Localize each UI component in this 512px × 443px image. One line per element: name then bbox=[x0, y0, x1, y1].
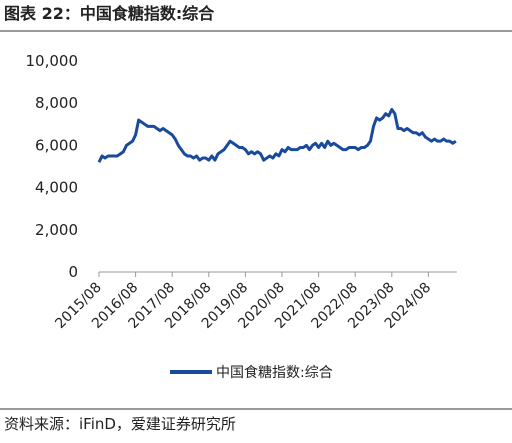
source-note: 资料来源：iFinD，爱建证券研究所 bbox=[4, 415, 236, 433]
y-tick-label: 10,000 bbox=[26, 52, 79, 70]
y-tick-label: 2,000 bbox=[35, 221, 78, 239]
y-tick-label: 0 bbox=[68, 263, 78, 281]
y-tick-label: 6,000 bbox=[35, 136, 78, 154]
data-line bbox=[97, 108, 457, 163]
chart-title: 图表 22：中国食糖指数:综合 bbox=[4, 4, 215, 23]
y-tick-label: 8,000 bbox=[35, 94, 78, 112]
legend-label: 中国食糖指数:综合 bbox=[216, 364, 333, 381]
y-tick-label: 4,000 bbox=[35, 179, 78, 197]
